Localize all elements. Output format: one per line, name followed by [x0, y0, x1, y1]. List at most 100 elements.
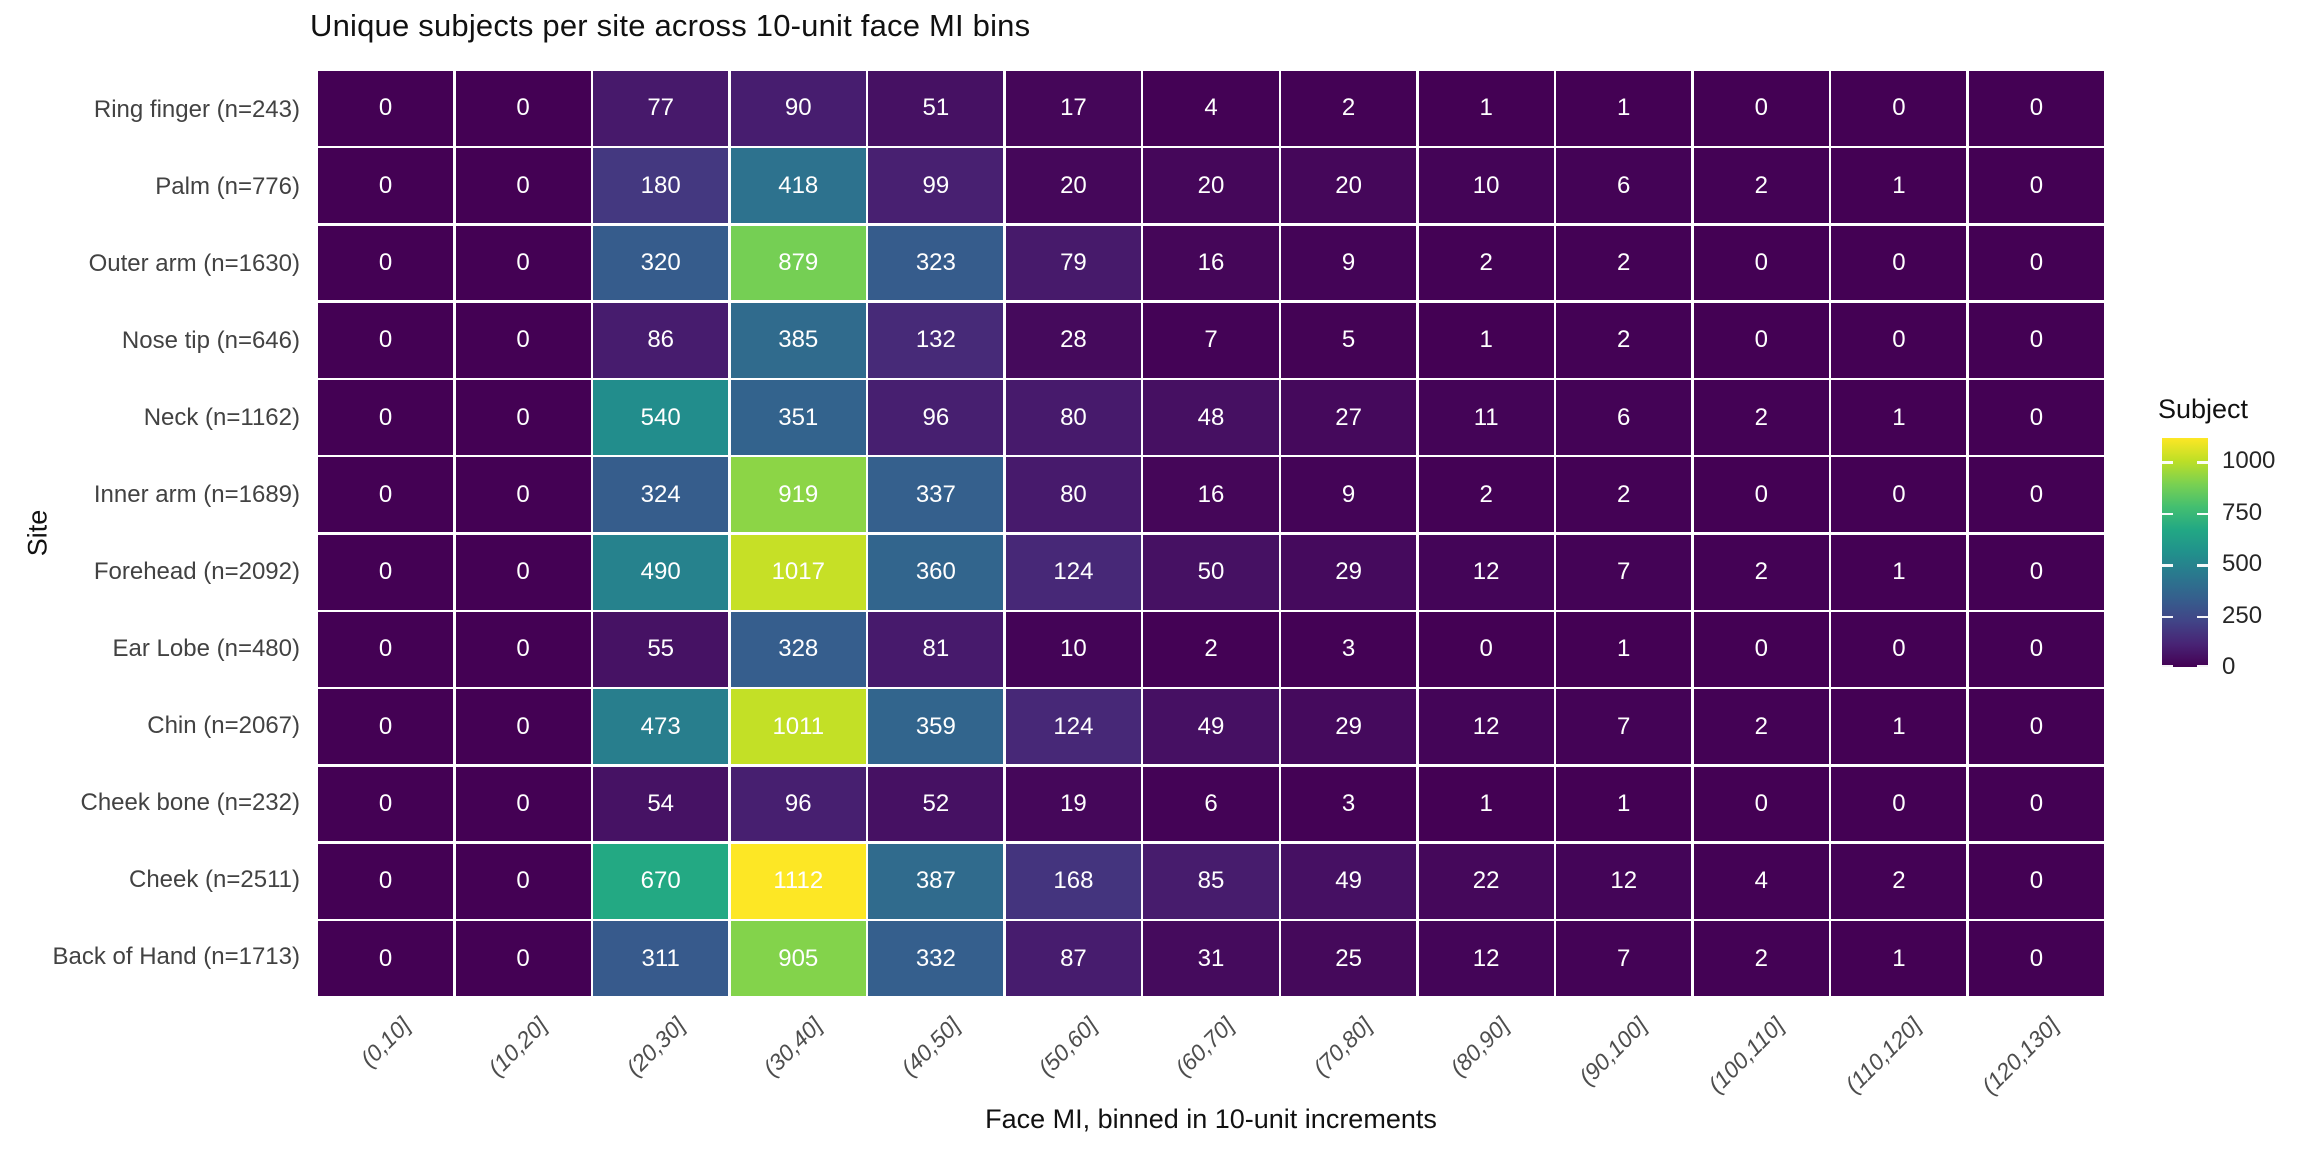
heatmap-cell: 385 — [730, 302, 866, 378]
heatmap-cell: 0 — [455, 302, 591, 378]
heatmap-cell: 1 — [1831, 148, 1967, 224]
heatmap-panel: 0 0 77 90 51 17 4 2 1 1 0 0 0 0 0 180 418 99 20 20 20 10 6 2 1 0 0… — [318, 71, 2104, 996]
y-axis-tick-labels: Ring finger (n=243) Palm (n=776) Outer arm… — [0, 71, 301, 996]
heatmap-cell: 670 — [593, 843, 729, 919]
heatmap-cell: 905 — [730, 921, 866, 996]
heatmap-cell: 29 — [1281, 534, 1417, 610]
heatmap-cell: 7 — [1143, 302, 1279, 378]
heatmap-cell: 2 — [1556, 302, 1692, 378]
heatmap-cell: 85 — [1143, 843, 1279, 919]
heatmap-cell: 490 — [593, 534, 729, 610]
legend-tick-mark — [2197, 512, 2208, 516]
heatmap-cell: 1 — [1831, 534, 1967, 610]
heatmap-cell: 473 — [593, 689, 729, 765]
heatmap-cell: 351 — [730, 380, 866, 455]
heatmap-cell: 4 — [1693, 843, 1829, 919]
heatmap-cell: 418 — [730, 148, 866, 224]
heatmap-cell: 0 — [455, 921, 591, 996]
heatmap-cell: 7 — [1556, 689, 1692, 765]
heatmap-cell: 0 — [455, 457, 591, 533]
heatmap-cell: 81 — [868, 612, 1004, 687]
heatmap-cell: 19 — [1005, 766, 1141, 842]
heatmap-cell: 0 — [1968, 689, 2104, 765]
x-tick-label: (100,110] — [1703, 1012, 1789, 1098]
x-tick-label: (50,60] — [1032, 1012, 1103, 1082]
heatmap-cell: 96 — [730, 766, 866, 842]
x-axis-title: Face MI, binned in 10-unit increments — [985, 1104, 1437, 1134]
y-tick-label: Palm (n=776) — [155, 172, 300, 200]
x-tick-label: (60,70] — [1170, 1012, 1240, 1082]
heatmap-cell: 27 — [1281, 380, 1417, 455]
heatmap-cell: 3 — [1281, 766, 1417, 842]
y-tick-label: Back of Hand (n=1713) — [52, 943, 301, 971]
heatmap-cell: 0 — [1831, 71, 1967, 146]
heatmap-cell: 0 — [455, 612, 591, 687]
heatmap-cell: 1017 — [730, 534, 866, 610]
heatmap-cell: 12 — [1556, 843, 1692, 919]
heatmap-cell: 2 — [1281, 71, 1417, 146]
heatmap-cell: 0 — [318, 71, 454, 146]
heatmap-cell: 0 — [318, 843, 454, 919]
heatmap-cell: 0 — [455, 71, 591, 146]
heatmap-cell: 96 — [868, 380, 1004, 455]
heatmap-cell: 2 — [1418, 225, 1554, 301]
x-tick-label: (120,130] — [1976, 1012, 2064, 1100]
legend-tick-label: 1000 — [2222, 447, 2276, 475]
heatmap-cell: 99 — [868, 148, 1004, 224]
heatmap-cell: 0 — [455, 843, 591, 919]
heatmap-cell: 90 — [730, 71, 866, 146]
heatmap-cell: 20 — [1281, 148, 1417, 224]
heatmap-cell: 1 — [1556, 766, 1692, 842]
heatmap-cell: 879 — [730, 225, 866, 301]
heatmap-cell: 20 — [1143, 148, 1279, 224]
x-tick-label: (40,50] — [895, 1012, 965, 1082]
heatmap-cell: 168 — [1005, 843, 1141, 919]
heatmap-cell: 25 — [1281, 921, 1417, 996]
legend-title: Subject — [2158, 394, 2249, 424]
heatmap-cell: 51 — [868, 71, 1004, 146]
heatmap-cell: 6 — [1556, 148, 1692, 224]
heatmap-cell: 0 — [1968, 71, 2104, 146]
heatmap-cell: 311 — [593, 921, 729, 996]
legend-tick-mark — [2197, 461, 2208, 464]
heatmap-cell: 16 — [1143, 225, 1279, 301]
heatmap-cell: 6 — [1143, 766, 1279, 842]
heatmap-cell: 0 — [455, 148, 591, 224]
heatmap-cell: 2 — [1831, 843, 1967, 919]
x-tick-label: (70,80] — [1307, 1012, 1377, 1082]
y-tick-label: Ear Lobe (n=480) — [112, 635, 300, 663]
heatmap-cell: 0 — [318, 380, 454, 455]
heatmap-cell: 22 — [1418, 843, 1554, 919]
heatmap-cell: 0 — [455, 534, 591, 610]
heatmap-cell: 0 — [1968, 302, 2104, 378]
heatmap-cell: 1112 — [730, 843, 866, 919]
heatmap-cell: 540 — [593, 380, 729, 455]
heatmap-cell: 49 — [1143, 689, 1279, 765]
x-tick-label: (10,20] — [483, 1012, 553, 1082]
heatmap-cell: 328 — [730, 612, 866, 687]
heatmap-cell: 0 — [1831, 766, 1967, 842]
heatmap-cell: 0 — [318, 766, 454, 842]
heatmap-cell: 7 — [1556, 534, 1692, 610]
heatmap-cell: 50 — [1143, 534, 1279, 610]
heatmap-cell: 0 — [1968, 921, 2104, 996]
legend-tick-mark — [2162, 512, 2173, 516]
heatmap-cell: 0 — [1968, 225, 2104, 301]
heatmap-cell: 16 — [1143, 457, 1279, 533]
heatmap-cell: 6 — [1556, 380, 1692, 455]
heatmap-cell: 360 — [868, 534, 1004, 610]
y-tick-label: Chin (n=2067) — [147, 712, 300, 740]
heatmap-cell: 0 — [1831, 457, 1967, 533]
legend-tick-mark — [2197, 664, 2208, 667]
heatmap-cell: 10 — [1005, 612, 1141, 687]
heatmap-cell: 0 — [318, 302, 454, 378]
legend-tick-mark — [2197, 564, 2208, 567]
heatmap-cell: 87 — [1005, 921, 1141, 996]
heatmap-cell: 0 — [1968, 457, 2104, 533]
heatmap-cell: 11 — [1418, 380, 1554, 455]
y-tick-label: Ring finger (n=243) — [93, 95, 300, 123]
heatmap-cell: 0 — [1693, 766, 1829, 842]
heatmap-cell: 0 — [1968, 843, 2104, 919]
heatmap-cell: 2 — [1143, 612, 1279, 687]
heatmap-cell: 0 — [318, 612, 454, 687]
